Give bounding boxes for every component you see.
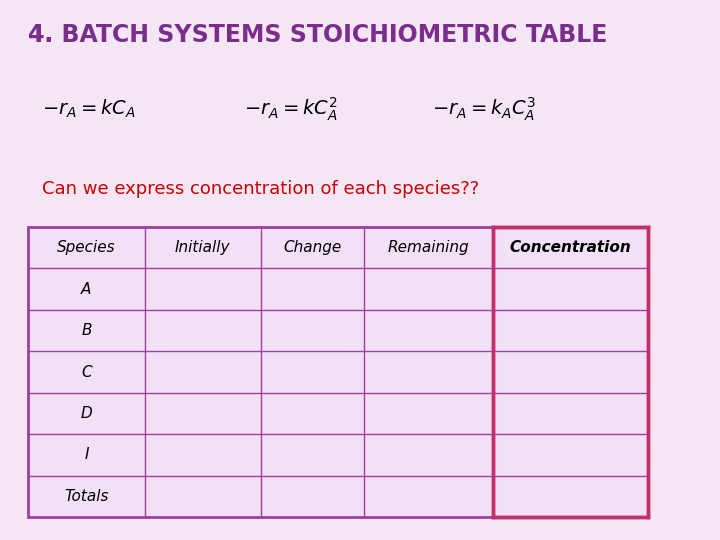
FancyBboxPatch shape	[493, 227, 648, 517]
Text: 4.: 4.	[28, 23, 62, 47]
Text: D: D	[81, 406, 92, 421]
Text: $-r_A = kC_A^2$: $-r_A = kC_A^2$	[244, 95, 338, 123]
Text: B: B	[81, 323, 91, 338]
Text: Totals: Totals	[64, 489, 109, 504]
Text: Remaining: Remaining	[387, 240, 469, 255]
Text: Can we express concentration of each species??: Can we express concentration of each spe…	[42, 180, 479, 198]
Text: I: I	[84, 448, 89, 462]
Text: Change: Change	[283, 240, 341, 255]
Text: $-r_A = kC_A$: $-r_A = kC_A$	[42, 98, 135, 120]
Text: Concentration: Concentration	[510, 240, 631, 255]
Text: C: C	[81, 364, 91, 380]
Text: A: A	[81, 282, 91, 296]
Text: Initially: Initially	[175, 240, 230, 255]
FancyBboxPatch shape	[28, 227, 648, 517]
Text: Species: Species	[57, 240, 116, 255]
Text: $-r_A = k_A C_A^3$: $-r_A = k_A C_A^3$	[433, 95, 536, 123]
Text: 4. BATCH SYSTEMS STOICHIOMETRIC TABLE: 4. BATCH SYSTEMS STOICHIOMETRIC TABLE	[28, 23, 608, 47]
